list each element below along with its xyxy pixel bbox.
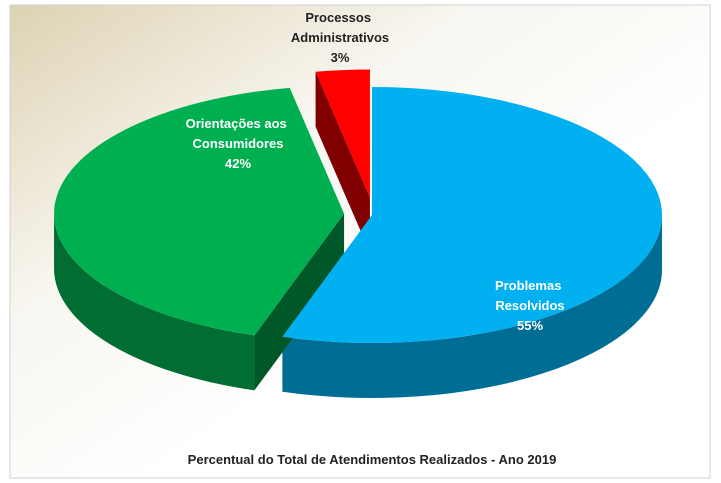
slice-face: [254, 213, 345, 391]
slice: [282, 87, 663, 343]
pie: [54, 69, 663, 398]
label-line: Administrativos: [291, 30, 389, 45]
slice: [54, 87, 345, 336]
label-line: Resolvidos: [495, 298, 564, 313]
label-line: Processos: [305, 10, 374, 25]
value-label: 42%: [225, 156, 251, 171]
slice-side: [54, 213, 255, 391]
label-line: Consumidores: [192, 136, 283, 151]
slice-face: [315, 71, 370, 253]
chart-title: Percentual do Total de Atendimentos Real…: [188, 452, 557, 467]
value-label: 3%: [331, 50, 350, 65]
label-line: Problemas: [495, 278, 565, 293]
label-line: Orientações aos: [186, 116, 291, 131]
slice-label: Problemas Resolvidos: [495, 278, 565, 313]
slice-side: [282, 215, 662, 398]
slice-label: Orientações aos Consumidores: [186, 116, 291, 151]
slice: [315, 69, 370, 198]
value-label: 55%: [517, 318, 543, 333]
slice-label: Processos Administrativos: [291, 10, 389, 45]
